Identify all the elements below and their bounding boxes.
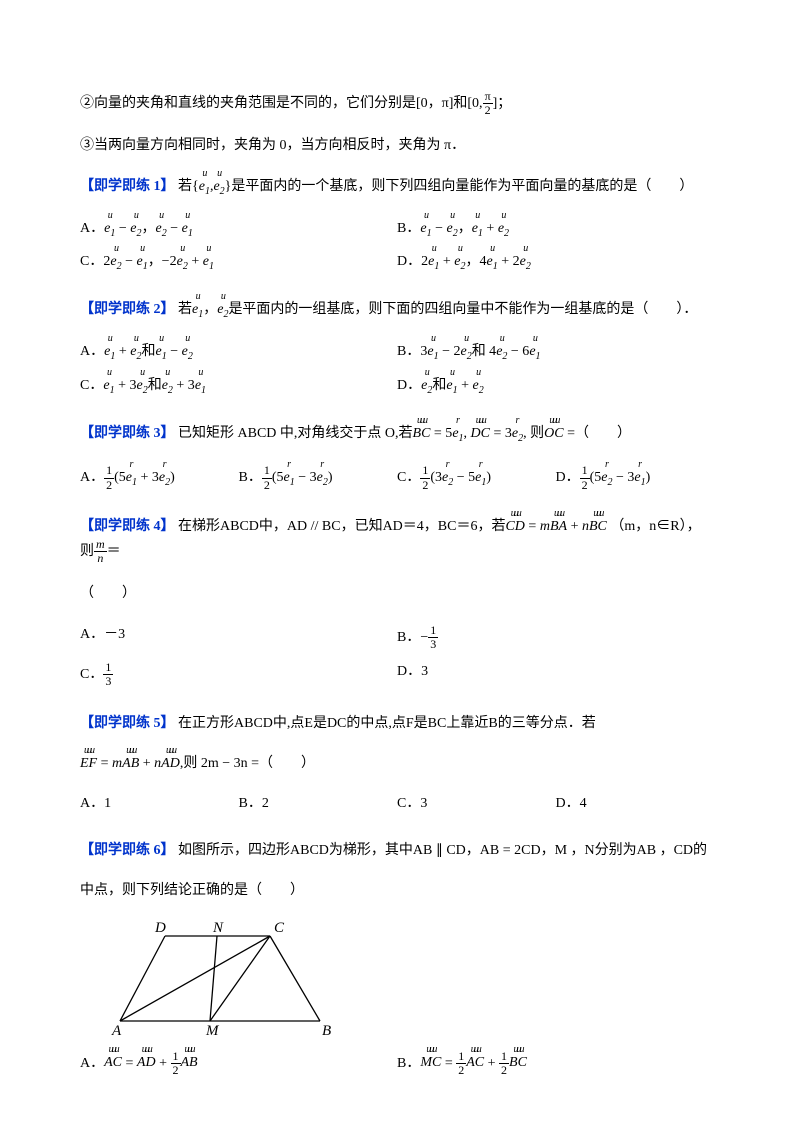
svg-text:C: C [274,921,285,936]
q1-options: A．e1 − e2，e2 − e1 B．e1 − e2，e1 + e2 C．2e… [80,218,714,286]
q4-blank: （ ） [80,583,714,605]
q4-options: A．－3 B．−13 C．13 D．3 [80,624,714,699]
q1-optC: C．2e2 − e1，−2e2 + e1 [80,251,397,275]
q4-optD: D．3 [397,661,714,688]
q5-optA: A．1 [80,793,239,815]
q1-optB: B．e1 − e2，e1 + e2 [397,218,714,242]
note-2: ②向量的夹角和直线的夹角范围是不同的，它们分别是[0，π]和[0,π2]； [80,90,714,117]
q4-optC: C．13 [80,661,397,688]
svg-text:M: M [205,1023,220,1036]
q2-optA: A．e1 + e2和e1 − e2 [80,341,397,365]
svg-text:B: B [322,1023,331,1036]
q5-options: A．1 B．2 C．3 D．4 [80,793,714,825]
q5-stem: 【即学即练 5】 在正方形ABCD中,点E是DC的中点,点F是BC上靠近B的三等… [80,713,714,735]
q2-stem: 【即学即练 2】 若e1，e2是平面内的一组基底，则下面的四组向量中不能作为一组… [80,299,714,323]
q5-optD: D．4 [556,793,715,815]
q3-optA: A．12(5e1 + 3e2) [80,464,239,491]
q2-optB: B．3e1 − 2e2和 4e2 − 6e1 [397,341,714,365]
note-3: ③当两向量方向相同时，夹角为 0，当方向相反时，夹角为 π． [80,135,714,157]
q4-stem: 【即学即练 4】 在梯形ABCD中，AD // BC，已知AD＝4，BC＝6，若… [80,516,714,566]
q6-optB: B．MC = 12AC + 12BC [397,1050,714,1077]
q4-optB: B．−13 [397,624,714,651]
q4-optA: A．－3 [80,624,397,651]
q1-optA: A．e1 − e2，e2 − e1 [80,218,397,242]
svg-text:D: D [154,921,166,936]
q3-tag: 【即学即练 3】 [80,426,175,441]
q3-optD: D．12(5e2 − 3e1) [556,464,715,491]
q5-tag: 【即学即练 5】 [80,716,175,731]
q2-tag: 【即学即练 2】 [80,302,175,317]
q6-options: A．AC = AD + 12AB B．MC = 12AC + 12BC [80,1050,714,1087]
q1-tag: 【即学即练 1】 [80,179,175,194]
q4-tag: 【即学即练 4】 [80,519,175,534]
q5-optC: C．3 [397,793,556,815]
svg-text:A: A [111,1023,122,1036]
q6-stem: 【即学即练 6】 如图所示，四边形ABCD为梯形，其中AB ∥ CD，AB = … [80,840,714,862]
q6-stem2: 中点，则下列结论正确的是（ ） [80,880,714,902]
q3-options: A．12(5e1 + 3e2) B．12(5e1 − 3e2) C．12(3e2… [80,464,714,501]
q6-figure: A B M D C N [110,921,335,1036]
q3-stem: 【即学即练 3】 已知矩形 ABCD 中,对角线交于点 O,若BC = 5e1,… [80,423,714,447]
q2-options: A．e1 + e2和e1 − e2 B．3e1 − 2e2和 4e2 − 6e1… [80,341,714,409]
q1-optD: D．2e1 + e2，4e1 + 2e2 [397,251,714,275]
q5-optB: B．2 [239,793,398,815]
q6-optA: A．AC = AD + 12AB [80,1050,397,1077]
svg-text:N: N [212,921,224,936]
q6-tag: 【即学即练 6】 [80,843,175,858]
q3-optC: C．12(3e2 − 5e1) [397,464,556,491]
q2-optD: D．e2和e1 + e2 [397,375,714,399]
q5-stem2: EF = mAB + nAD,则 2m − 3n =（ ） [80,753,714,775]
q1-stem: 【即学即练 1】 若{e1,e2}是平面内的一个基底，则下列四组向量能作为平面向… [80,176,714,200]
q2-optC: C．e1 + 3e2和e2 + 3e1 [80,375,397,399]
q3-optB: B．12(5e1 − 3e2) [239,464,398,491]
